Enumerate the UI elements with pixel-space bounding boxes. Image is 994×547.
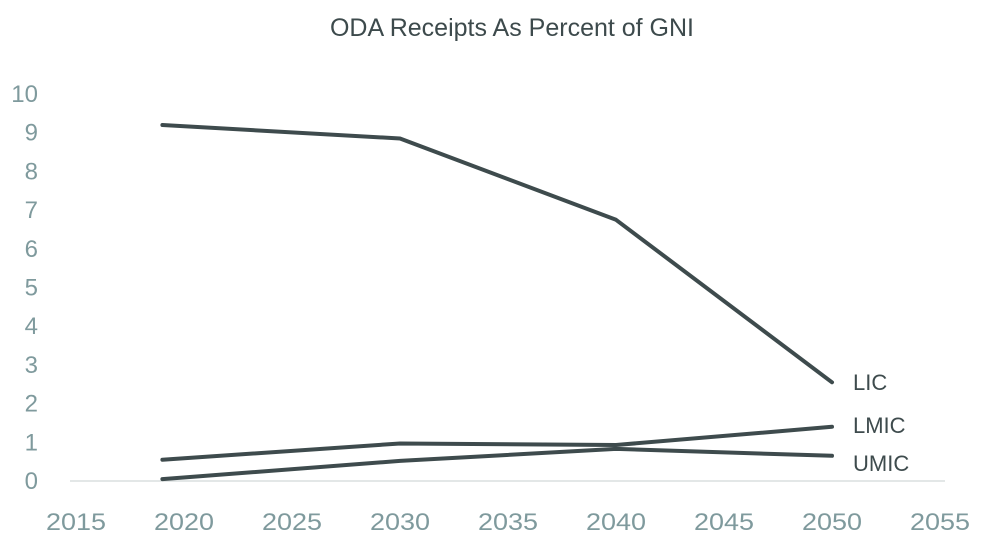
series-group: LIC LMIC UMIC [160, 123, 909, 482]
chart-title: ODA Receipts As Percent of GNI [330, 14, 694, 42]
series-label-lmic: LMIC [853, 413, 906, 438]
x-axis: 2015 2020 2025 2030 2035 2040 2045 2050 2055 [46, 509, 970, 536]
x-tick-label: 2030 [370, 509, 430, 536]
series-line-lic [160, 123, 834, 385]
series-line-lmic [160, 424, 834, 462]
y-axis: 0 1 2 3 4 5 6 7 8 9 10 [11, 81, 38, 495]
series-label-umic: UMIC [853, 451, 909, 476]
series-label-lic: LIC [853, 370, 887, 395]
series-line-umic [160, 446, 834, 482]
x-tick-label: 2035 [478, 509, 538, 536]
y-tick-label: 5 [25, 275, 38, 302]
x-tick-label: 2045 [694, 509, 754, 536]
x-tick-label: 2020 [154, 509, 214, 536]
y-tick-label: 9 [25, 120, 38, 147]
y-tick-label: 1 [25, 429, 38, 456]
x-tick-label: 2050 [802, 509, 862, 536]
x-tick-label: 2015 [46, 509, 106, 536]
y-tick-label: 10 [11, 81, 38, 108]
y-tick-label: 2 [25, 391, 38, 418]
y-tick-label: 7 [25, 197, 38, 224]
y-tick-label: 6 [25, 236, 38, 263]
x-tick-label: 2025 [262, 509, 322, 536]
x-tick-label: 2055 [910, 509, 970, 536]
y-tick-label: 0 [25, 468, 38, 495]
y-tick-label: 8 [25, 158, 38, 185]
y-tick-label: 4 [25, 313, 38, 340]
y-tick-label: 3 [25, 352, 38, 379]
x-tick-label: 2040 [586, 509, 646, 536]
